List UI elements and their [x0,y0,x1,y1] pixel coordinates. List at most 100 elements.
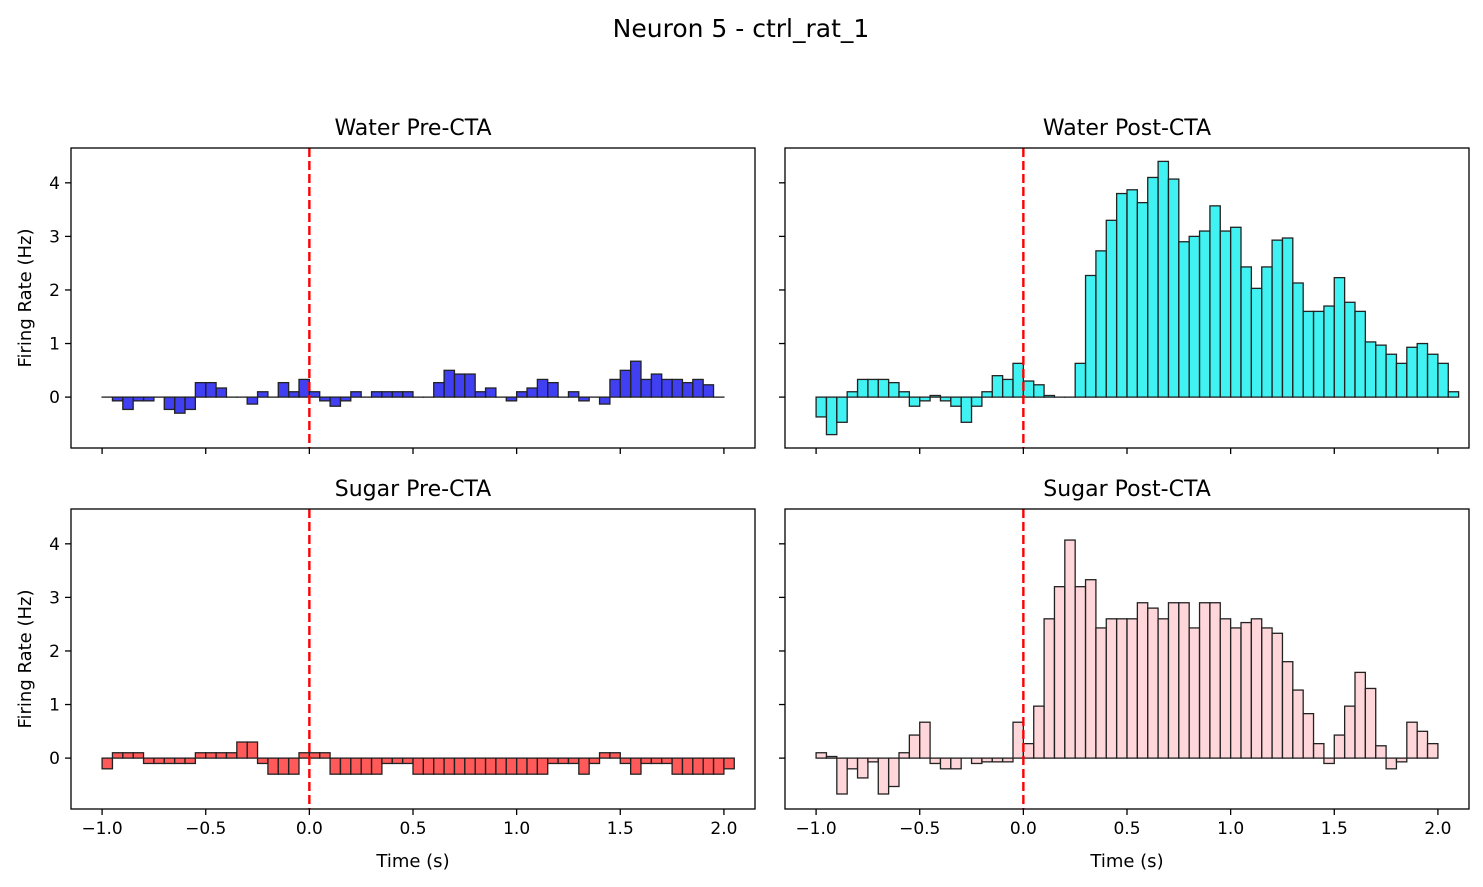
water-pre-cta-bar [350,391,362,398]
water-post-cta-bar [898,391,911,398]
water-pre-cta-bar [629,360,642,398]
sugar-post-cta-bar [950,757,962,770]
sugar-post-cta-bar [981,757,993,763]
sugar-post-cta-bar [1395,757,1408,763]
water-post-cta-bar [825,396,838,436]
sugar-pre-cta-bar [464,757,476,775]
sugar-pre-cta-xtick-label: 1.5 [607,819,634,839]
water-post-cta-bar [1229,226,1242,398]
sugar-post-cta-bar [1188,627,1201,759]
water-post-cta-bar [1302,310,1315,398]
sugar-pre-cta-bar [474,757,487,775]
sugar-post-cta-bar [1406,721,1418,759]
water-post-cta-bar [1437,362,1449,398]
sugar-post-cta-bar [1261,627,1273,759]
sugar-post-cta-xtick-label: 2.0 [1424,819,1451,839]
water-post-cta-bar [867,378,879,398]
water-post-cta-bar [1178,241,1190,398]
sugar-pre-cta-xtick-label: 0.0 [296,819,323,839]
water-post-cta-bar [846,391,859,398]
water-pre-cta-bar [702,384,715,398]
water-pre-cta-bar [256,391,269,398]
water-post-cta-bar [1271,239,1284,398]
water-pre-cta-panel: Water Pre-CTA 0 1 2 3 4 Firing Rate (Hz) [15,116,756,454]
sugar-post-cta-bar [1198,602,1211,759]
sugar-post-cta-xtick-label: 0.0 [1010,819,1037,839]
water-post-cta-bar [1426,353,1439,398]
water-pre-cta-bar [184,396,197,411]
sugar-post-cta-bar [877,757,890,795]
sugar-pre-cta-bar [401,757,414,765]
sugar-post-cta-bar [1105,618,1118,759]
sugar-pre-cta-bar [640,757,653,765]
water-post-cta-bar [1209,205,1221,398]
sugar-pre-cta-bar [505,757,518,775]
sugar-pre-cta-bar [433,757,445,775]
water-pre-cta-bar [515,391,528,398]
sugar-pre-cta-bar [567,757,580,765]
sugar-post-cta-bar [1064,539,1076,759]
sugar-pre-cta-bar [712,757,725,775]
water-pre-cta-title: Water Pre-CTA [334,116,491,141]
sugar-pre-cta-bar [619,757,632,765]
sugar-pre-cta-bar [391,757,404,765]
sugar-post-cta-bar [887,757,900,788]
sugar-post-cta-bar [1084,579,1097,759]
water-post-cta-bar [1001,378,1014,398]
sugar-pre-cta-bar [267,757,279,775]
water-post-cta-bar [1219,230,1232,398]
water-pre-cta-ytick-label: 3 [49,227,60,247]
water-post-cta-bar [970,396,983,407]
sugar-pre-cta-bar [443,757,456,775]
water-pre-cta-bar [464,373,476,398]
sugar-pre-cta-bar [277,757,290,775]
sugar-pre-cta-bar [412,757,425,775]
sugar-post-cta-bar [970,757,983,765]
sugar-post-cta-bar [1343,705,1356,759]
water-post-cta-panel: Water Post-CTA [779,116,1470,454]
sugar-post-cta-xtick-label: −1.0 [795,819,836,839]
sugar-pre-cta-bars [101,741,735,775]
sugar-post-cta-bar [1115,618,1128,759]
sugar-pre-cta-bar [536,757,549,775]
water-post-cta-bar [1033,384,1045,398]
sugar-post-cta-title: Sugar Post-CTA [1043,477,1211,502]
sugar-pre-cta-xtick-label: 1.0 [503,819,530,839]
water-post-cta-bar [1095,250,1107,398]
sugar-post-cta-bar [1022,742,1035,759]
water-pre-cta-bar [692,378,704,398]
sugar-pre-cta-bar [339,757,352,775]
sugar-post-cta-bar [1053,586,1066,759]
sugar-pre-cta-xlabel: Time (s) [375,851,449,872]
water-pre-cta-bar [681,381,694,398]
sugar-post-cta-bar [1292,689,1304,759]
sugar-post-cta-xlabel: Time (s) [1089,851,1163,872]
water-post-cta-bar [1115,192,1128,398]
water-post-cta-bar [1416,342,1429,398]
sugar-post-cta-bar [1333,734,1346,759]
sugar-pre-cta-bar [661,757,673,765]
water-pre-cta-ylabel: Firing Rate (Hz) [15,228,36,367]
water-post-cta-bar [1312,310,1325,398]
sugar-post-cta-bar [1126,618,1139,759]
sugar-pre-cta-bar [287,757,300,775]
water-post-cta-bar [1292,282,1304,398]
sugar-post-cta-bar [1250,618,1263,759]
water-post-cta-title: Water Post-CTA [1043,116,1211,141]
water-post-cta-bar [1447,391,1460,398]
sugar-pre-cta-bar [111,752,124,759]
sugar-pre-cta-bar [702,757,715,775]
sugar-post-cta-bar [1136,602,1149,759]
sugar-pre-cta-bar [557,757,570,765]
water-pre-cta-ytick-label: 0 [49,388,60,408]
sugar-pre-cta-bar [215,752,228,759]
sugar-pre-cta-bar [629,757,642,775]
sugar-pre-cta-bar [350,757,362,775]
water-pre-cta-bar [433,381,445,398]
sugar-pre-cta-bar [370,757,383,775]
sugar-pre-cta-bar [132,752,145,759]
water-pre-cta-bar [484,387,497,398]
sugar-post-cta-bar [1375,745,1387,759]
water-pre-cta-bar [132,396,145,402]
